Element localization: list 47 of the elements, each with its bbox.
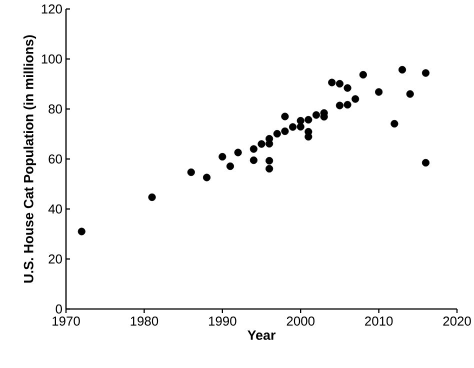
point bbox=[148, 193, 156, 202]
point bbox=[296, 122, 304, 131]
point bbox=[218, 152, 226, 161]
point bbox=[226, 162, 234, 170]
point bbox=[344, 84, 352, 92]
y-tick-label: 20 bbox=[48, 254, 62, 264]
point bbox=[359, 70, 367, 79]
point bbox=[328, 78, 336, 86]
point bbox=[250, 156, 258, 164]
point bbox=[234, 148, 242, 156]
y-tick-label: 100 bbox=[42, 54, 62, 64]
point bbox=[352, 95, 360, 103]
point bbox=[304, 116, 312, 124]
point bbox=[344, 100, 352, 109]
y-tick-label: 40 bbox=[48, 204, 62, 214]
point bbox=[390, 120, 398, 128]
point bbox=[288, 123, 297, 131]
x-tick-label: 1990 bbox=[208, 316, 236, 326]
point bbox=[258, 140, 266, 148]
y-axis-title: U.S. House Cat Population (in millions) bbox=[23, 35, 36, 283]
point bbox=[281, 127, 289, 136]
x-axis-title: Year bbox=[248, 330, 276, 340]
point bbox=[422, 158, 430, 167]
x-tick-label: 1980 bbox=[130, 316, 158, 326]
point bbox=[273, 130, 281, 138]
point bbox=[266, 156, 274, 165]
point bbox=[406, 90, 414, 98]
x-tick-label: 2020 bbox=[443, 316, 471, 326]
y-tick-label: 80 bbox=[48, 104, 62, 114]
y-tick-label: 0 bbox=[56, 304, 62, 314]
point bbox=[336, 80, 344, 88]
y-tick-label: 60 bbox=[48, 154, 62, 164]
point bbox=[422, 69, 430, 77]
point bbox=[281, 112, 289, 120]
y-tick-label: 120 bbox=[42, 4, 62, 14]
point bbox=[398, 66, 406, 74]
point bbox=[336, 102, 344, 110]
point bbox=[250, 145, 258, 153]
point bbox=[187, 168, 195, 176]
point bbox=[375, 88, 383, 96]
x-tick-label: 1970 bbox=[52, 316, 80, 326]
x-tick-label: 2010 bbox=[365, 316, 393, 326]
point bbox=[78, 228, 86, 236]
x-tick-label: 2000 bbox=[286, 316, 314, 326]
point bbox=[266, 164, 274, 173]
point bbox=[202, 174, 211, 182]
point bbox=[312, 111, 320, 119]
